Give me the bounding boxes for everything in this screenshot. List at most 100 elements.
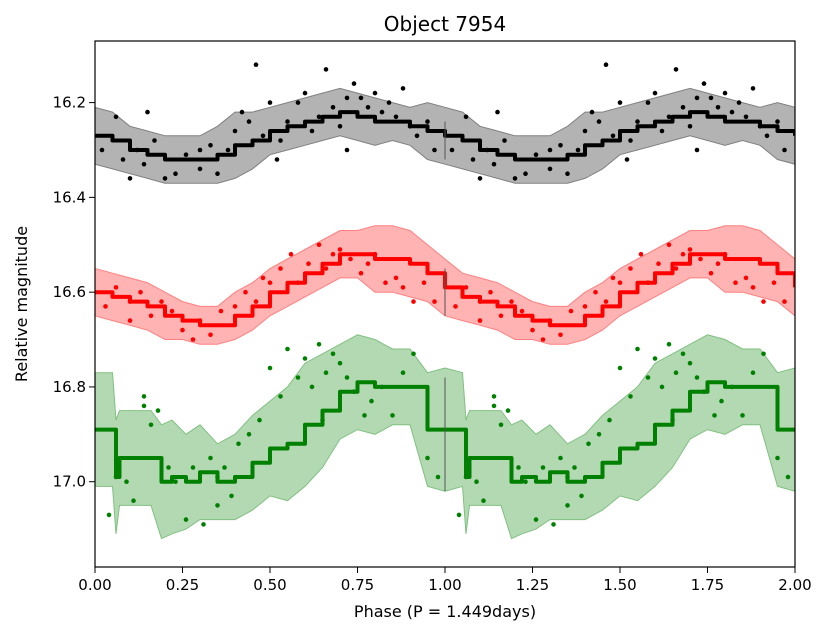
green-data-point xyxy=(687,360,693,366)
black-data-point xyxy=(694,95,700,101)
green-data-point xyxy=(302,356,308,361)
red-data-point xyxy=(295,280,301,286)
green-data-point xyxy=(586,441,591,447)
green-data-point xyxy=(666,342,672,347)
black-data-point xyxy=(425,119,430,124)
red-data-point xyxy=(316,242,322,248)
x-tick-label: 0.00 xyxy=(78,576,111,594)
green-data-point xyxy=(481,498,486,504)
red-data-point xyxy=(638,251,644,257)
red-data-point xyxy=(519,308,525,314)
green-data-point xyxy=(344,375,350,380)
red-data-point xyxy=(358,270,364,276)
green-data-point xyxy=(680,351,686,357)
green-data-point xyxy=(222,465,227,470)
green-data-point xyxy=(596,432,602,437)
x-tick-label: 0.25 xyxy=(166,576,199,594)
green-data-point xyxy=(659,384,665,390)
green-data-point xyxy=(337,360,343,366)
black-data-point xyxy=(628,138,633,143)
black-data-point xyxy=(449,147,455,153)
red-data-point xyxy=(568,308,574,314)
x-tick-label: 1.50 xyxy=(603,576,636,594)
red-data-point xyxy=(169,308,175,314)
green-data-point xyxy=(558,455,563,461)
green-data-point xyxy=(390,413,395,418)
green-data-point xyxy=(491,394,497,399)
red-data-point xyxy=(673,266,679,271)
black-data-point xyxy=(407,124,413,129)
green-data-point xyxy=(411,351,416,357)
green-data-point xyxy=(124,479,129,485)
red-data-point xyxy=(477,299,483,304)
red-data-point xyxy=(628,266,633,271)
red-data-point xyxy=(208,332,213,338)
black-data-point xyxy=(565,171,570,176)
red-data-point xyxy=(243,289,248,295)
red-data-point xyxy=(477,318,483,323)
green-data-point xyxy=(155,408,161,413)
black-data-point xyxy=(659,128,665,134)
green-data-point xyxy=(645,375,651,380)
black-data-point xyxy=(285,119,290,124)
black-data-point xyxy=(365,105,371,110)
green-data-point xyxy=(652,356,658,361)
black-data-point xyxy=(246,119,252,124)
x-tick-label: 2.00 xyxy=(778,576,811,594)
black-data-point xyxy=(736,100,742,105)
black-data-point xyxy=(316,114,322,120)
green-data-point xyxy=(141,394,147,399)
red-data-point xyxy=(260,275,266,281)
red-data-point xyxy=(761,299,766,304)
black-data-point xyxy=(183,152,189,157)
green-data-point xyxy=(505,408,511,413)
green-data-point xyxy=(215,474,220,480)
black-data-point xyxy=(533,152,539,157)
black-data-point xyxy=(782,147,787,153)
green-data-point xyxy=(670,417,675,423)
red-data-point xyxy=(267,280,273,286)
green-data-point xyxy=(491,403,497,409)
green-data-point xyxy=(400,370,406,376)
red-data-point xyxy=(278,266,283,271)
black-data-point xyxy=(757,124,763,129)
black-data-point xyxy=(344,147,350,153)
x-tick-label: 1.75 xyxy=(691,576,724,594)
black-data-point xyxy=(495,109,500,115)
black-data-point xyxy=(491,161,497,167)
green-data-point xyxy=(201,522,206,527)
red-data-point xyxy=(288,251,294,257)
green-data-point xyxy=(316,342,322,347)
black-data-point xyxy=(729,109,735,115)
black-data-point xyxy=(596,119,602,124)
red-data-point xyxy=(743,275,749,281)
green-data-point xyxy=(607,417,612,423)
black-data-point xyxy=(673,67,679,72)
green-data-point xyxy=(694,375,700,380)
black-data-point xyxy=(502,138,507,143)
green-data-point xyxy=(309,384,315,390)
red-data-point xyxy=(782,299,787,304)
green-data-point xyxy=(425,455,430,461)
chart-title: Object 7954 xyxy=(384,12,506,36)
red-data-point xyxy=(197,318,203,323)
black-data-point xyxy=(162,176,168,181)
green-data-point xyxy=(285,346,290,352)
green-data-point xyxy=(166,465,171,470)
black-data-point xyxy=(330,105,336,110)
red-data-point xyxy=(733,280,738,286)
green-data-point xyxy=(330,351,336,357)
black-data-point xyxy=(764,133,770,139)
black-data-point xyxy=(267,100,273,105)
red-data-point xyxy=(383,280,388,286)
black-data-point xyxy=(775,119,780,124)
black-data-point xyxy=(617,100,623,105)
black-data-point xyxy=(512,176,518,181)
red-data-point xyxy=(750,285,756,290)
green-data-point xyxy=(183,517,189,522)
green-data-point xyxy=(190,465,196,470)
red-data-point xyxy=(348,256,353,262)
red-data-point xyxy=(421,280,427,286)
black-data-point xyxy=(463,114,469,120)
